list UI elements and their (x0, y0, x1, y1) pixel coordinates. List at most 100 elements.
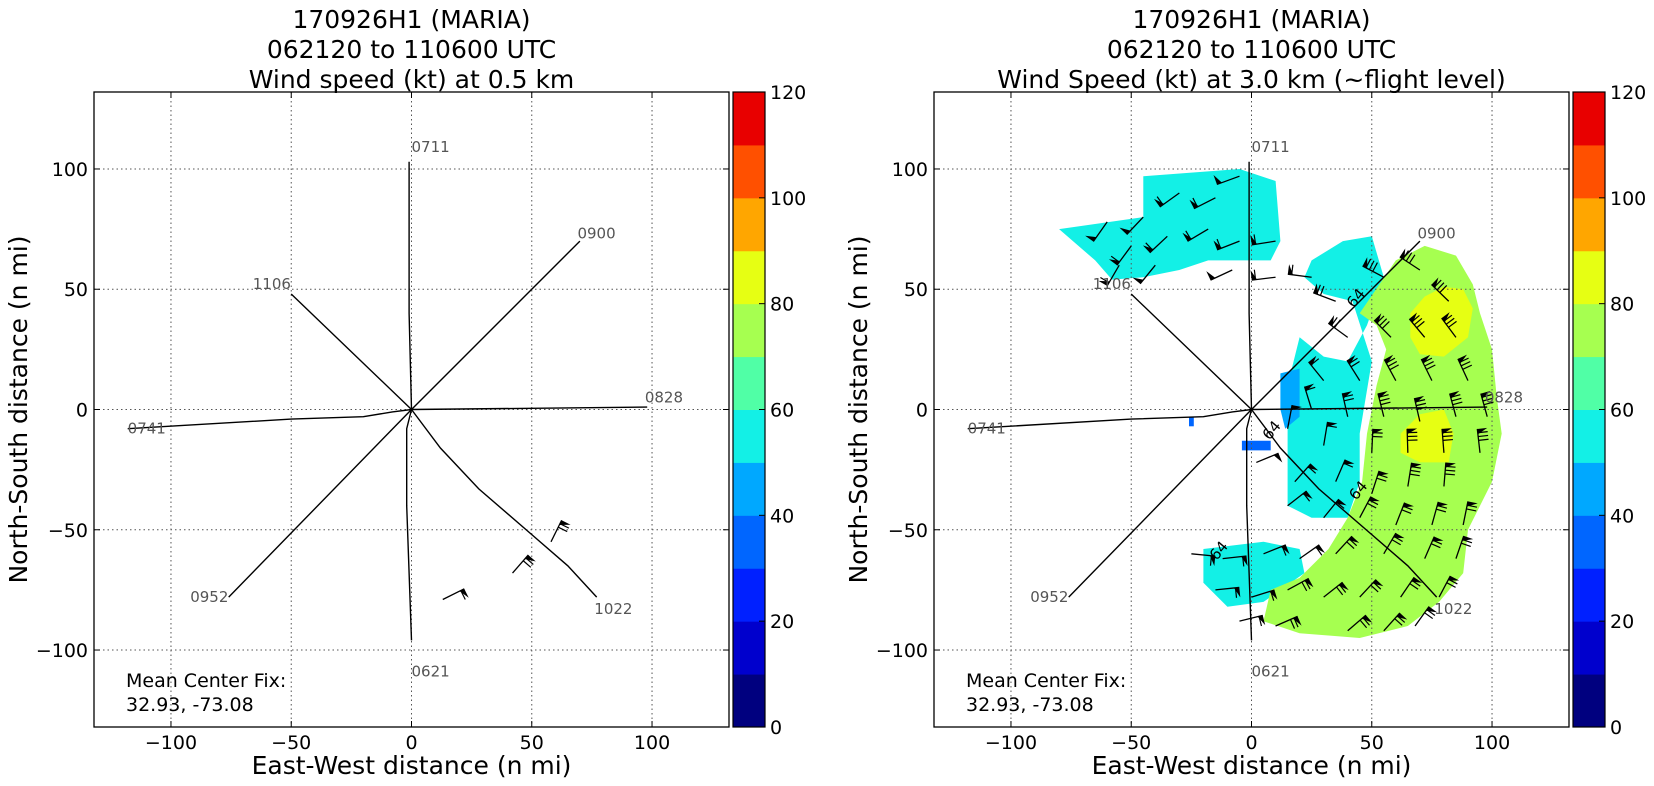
x-tick-label: −100 (985, 732, 1037, 754)
colorbar-swatch (1573, 144, 1605, 199)
colorbar-tick-label: 0 (1610, 717, 1622, 739)
wind-barb (1182, 228, 1209, 242)
colorbar-swatch (1573, 92, 1605, 146)
y-tick-label: 50 (64, 279, 88, 301)
wind-barb (1215, 586, 1241, 598)
wind-barb (1108, 245, 1132, 266)
colorbar-tick-label: 120 (1610, 82, 1646, 104)
track-time-label: 1022 (1434, 600, 1472, 618)
colorbar-swatch (1573, 568, 1605, 622)
y-axis-label: North-South distance (n mi) (844, 235, 873, 583)
wind-barb (1213, 175, 1240, 186)
wind-barb (1407, 462, 1422, 487)
colorbar-swatch (1573, 356, 1605, 410)
wind-region (1241, 440, 1271, 451)
wind-barb (1335, 459, 1355, 482)
wind-barb (442, 588, 469, 601)
wind-barb (1420, 354, 1436, 381)
y-tick-label: −100 (876, 640, 928, 662)
wind-barb (1480, 390, 1494, 417)
wind-region (1189, 416, 1194, 427)
wind-barb (1119, 216, 1144, 235)
wind-barb (1359, 496, 1380, 519)
flight-track-leg (411, 240, 581, 410)
colorbar-swatch (733, 303, 765, 358)
track-time-label: 0621 (412, 662, 450, 680)
wind-barb (1323, 498, 1347, 519)
wind-barb (1441, 428, 1453, 453)
chart-title-line-3: Wind speed (kt) at 0.5 km (249, 65, 575, 94)
wind-barb (1431, 501, 1448, 526)
wind-barb (1191, 553, 1216, 567)
colorbar-swatch (1573, 250, 1605, 305)
track-time-label: 1106 (253, 275, 291, 293)
colorbar-swatch (733, 92, 765, 146)
wind-barb (1294, 463, 1319, 483)
wind-barb (1263, 544, 1290, 556)
colorbar-swatch (733, 515, 765, 569)
chart-title-line-1: 170926H1 (MARIA) (1132, 5, 1370, 34)
wind-barb (1287, 490, 1313, 507)
chart-title-line-2: 062120 to 110600 UTC (267, 35, 556, 64)
wind-barb (1455, 535, 1474, 559)
colorbar-tick-label: 40 (770, 505, 794, 527)
x-tick-label: 0 (1245, 732, 1257, 754)
colorbar-tick-label: 100 (770, 188, 806, 210)
track-time-label: 0741 (968, 420, 1006, 438)
wind-barb (1400, 576, 1423, 598)
wind-barb (1256, 452, 1283, 464)
wind-barb (1142, 235, 1168, 254)
x-tick-label: 0 (405, 732, 417, 754)
wind-barb (1383, 354, 1399, 381)
wind-barb (1443, 462, 1456, 487)
wind-barb (1371, 470, 1389, 494)
x-tick-label: −50 (271, 732, 311, 754)
wind-barb (1098, 264, 1120, 287)
wind-barb (1371, 428, 1383, 453)
colorbar-tick-label: 60 (1610, 400, 1634, 422)
chart-title-line-1: 170926H1 (MARIA) (292, 5, 530, 34)
wind-barb (1239, 614, 1266, 627)
flight-track-leg (1246, 409, 1253, 641)
flight-track-leg (127, 408, 412, 430)
wind-barb (1395, 502, 1414, 526)
wind-barb (1406, 428, 1418, 453)
center-fix-annotation: 32.93, -73.08 (966, 694, 1094, 716)
flight-track-leg (406, 409, 413, 641)
track-time-label: 0621 (1252, 662, 1290, 680)
wind-barb (1362, 257, 1385, 278)
colorbar-tick-label: 100 (1610, 188, 1646, 210)
track-time-label: 0900 (1417, 225, 1455, 243)
chart-title-line-3: Wind Speed (kt) at 3.0 km (~flight level… (997, 65, 1505, 94)
wind-barb (1441, 312, 1457, 338)
colorbar-tick-label: 20 (770, 611, 794, 633)
y-tick-label: 50 (904, 279, 928, 301)
colorbar-tick-label: 120 (770, 82, 806, 104)
x-tick-label: 50 (1360, 732, 1384, 754)
track-time-label: 1022 (594, 600, 632, 618)
chart-panel-1: 170926H1 (MARIA)062120 to 110600 UTCWind… (4, 5, 806, 780)
x-tick-label: −100 (145, 732, 197, 754)
center-fix-annotation: Mean Center Fix: (126, 670, 286, 692)
wind-barb (1250, 234, 1276, 246)
colorbar-tick-label: 60 (770, 400, 794, 422)
track-time-label: 0952 (1030, 588, 1068, 606)
flight-track-leg (1068, 409, 1253, 598)
flight-track-leg (1248, 161, 1253, 410)
wind-region (1410, 286, 1473, 357)
wind-region (1400, 409, 1454, 463)
wind-barb (1424, 536, 1444, 559)
wind-barb (1085, 221, 1108, 242)
track-time-label: 0952 (190, 588, 228, 606)
y-tick-label: −50 (48, 520, 88, 542)
wind-barb (1431, 277, 1450, 302)
wind-barb (1222, 555, 1248, 567)
colorbar-swatch (1573, 621, 1605, 675)
y-tick-label: 100 (52, 159, 88, 181)
colorbar-tick-label: 80 (1610, 294, 1634, 316)
wind-barb (1327, 315, 1349, 338)
wind-barb (1383, 532, 1405, 555)
flight-track-leg (967, 408, 1252, 430)
wind-barb (512, 554, 536, 574)
